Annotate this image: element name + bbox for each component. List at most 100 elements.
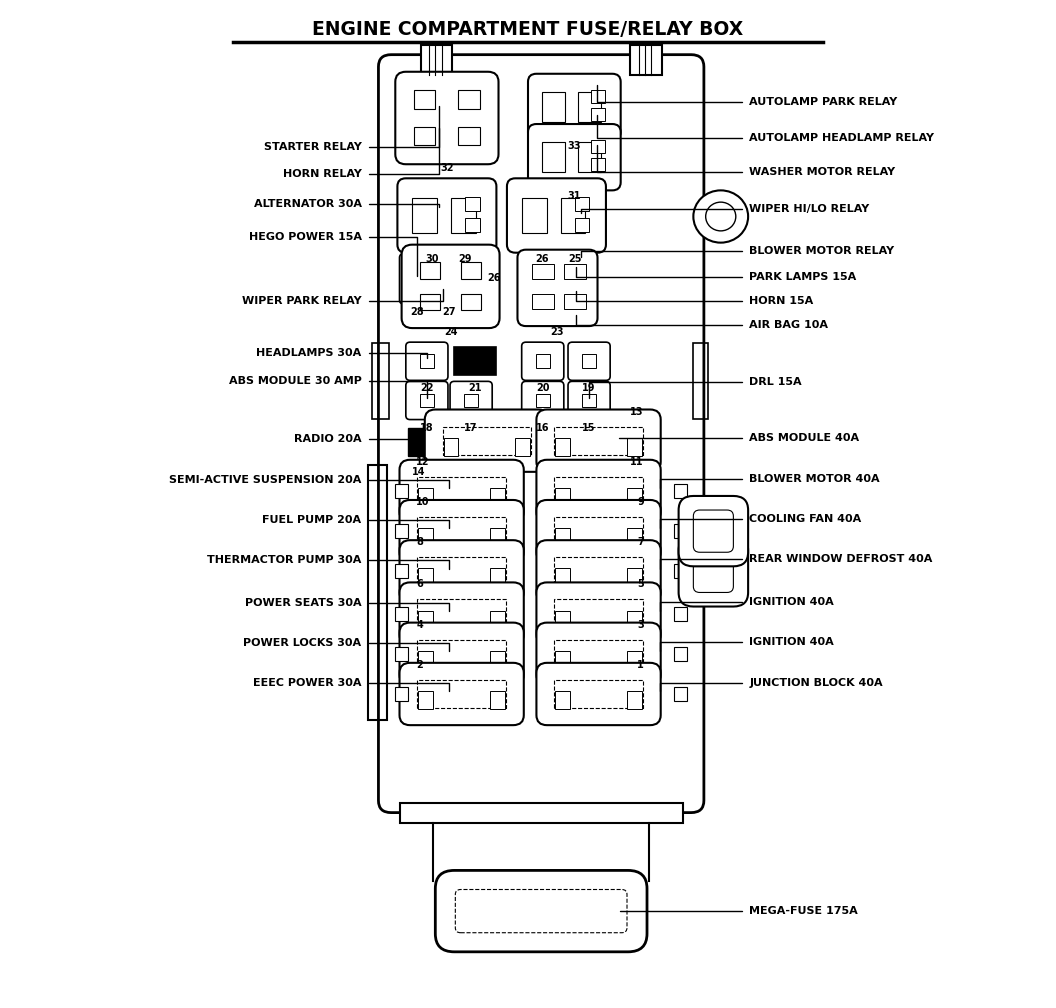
Bar: [582, 394, 597, 407]
Text: 17: 17: [465, 422, 478, 432]
Bar: [554, 517, 643, 545]
Text: 12: 12: [416, 457, 430, 467]
Text: 6: 6: [416, 580, 423, 590]
Text: HEADLAMPS 30A: HEADLAMPS 30A: [257, 348, 361, 358]
Bar: [591, 140, 605, 153]
Bar: [420, 262, 440, 279]
Bar: [418, 569, 433, 587]
Text: ENGINE COMPARTMENT FUSE/RELAY BOX: ENGINE COMPARTMENT FUSE/RELAY BOX: [313, 20, 743, 39]
Bar: [417, 517, 506, 545]
Text: 8: 8: [416, 537, 423, 547]
Text: 2: 2: [416, 660, 423, 670]
Bar: [417, 557, 506, 586]
Text: IGNITION 40A: IGNITION 40A: [749, 597, 834, 607]
Bar: [627, 488, 642, 506]
Bar: [420, 44, 452, 75]
FancyBboxPatch shape: [435, 870, 647, 952]
FancyBboxPatch shape: [568, 342, 610, 380]
Text: 3: 3: [637, 620, 644, 630]
FancyBboxPatch shape: [507, 178, 606, 253]
FancyBboxPatch shape: [425, 409, 549, 472]
Bar: [442, 426, 531, 455]
Bar: [675, 484, 687, 498]
Bar: [554, 426, 643, 455]
Text: 16: 16: [536, 422, 549, 432]
Text: COOLING FAN 40A: COOLING FAN 40A: [749, 514, 862, 524]
Text: FUEL PUMP 20A: FUEL PUMP 20A: [263, 515, 361, 525]
Text: JUNCTION BLOCK 40A: JUNCTION BLOCK 40A: [749, 678, 883, 687]
FancyBboxPatch shape: [694, 510, 733, 552]
Text: WIPER HI/LO RELAY: WIPER HI/LO RELAY: [749, 205, 869, 215]
Text: 15: 15: [582, 422, 596, 432]
Bar: [591, 108, 605, 121]
Bar: [414, 127, 435, 145]
Bar: [461, 294, 482, 310]
Bar: [535, 355, 550, 368]
Bar: [555, 651, 570, 669]
Text: 18: 18: [420, 422, 434, 432]
Bar: [555, 437, 570, 456]
Bar: [490, 528, 505, 546]
FancyBboxPatch shape: [406, 381, 448, 419]
FancyBboxPatch shape: [397, 178, 496, 253]
Bar: [627, 651, 642, 669]
Bar: [532, 264, 554, 279]
Bar: [395, 686, 408, 701]
Bar: [408, 427, 429, 456]
FancyBboxPatch shape: [395, 72, 498, 164]
Text: EEEC POWER 30A: EEEC POWER 30A: [253, 678, 361, 687]
Bar: [464, 394, 478, 407]
Bar: [675, 686, 687, 701]
Text: 10: 10: [416, 497, 430, 507]
Bar: [564, 294, 586, 309]
Bar: [395, 607, 408, 621]
Bar: [522, 198, 547, 233]
Text: 28: 28: [411, 307, 425, 317]
Bar: [413, 198, 437, 233]
Bar: [420, 394, 434, 407]
Text: 23: 23: [551, 327, 564, 337]
Bar: [417, 600, 506, 628]
Bar: [555, 488, 570, 506]
Bar: [535, 394, 550, 407]
Text: 31: 31: [567, 192, 581, 202]
Text: 4: 4: [416, 620, 423, 630]
Text: AUTOLAMP PARK RELAY: AUTOLAMP PARK RELAY: [749, 97, 898, 107]
Bar: [490, 651, 505, 669]
FancyBboxPatch shape: [536, 500, 661, 562]
Bar: [554, 557, 643, 586]
Bar: [515, 437, 530, 456]
Bar: [454, 347, 496, 375]
FancyBboxPatch shape: [536, 663, 661, 725]
Bar: [554, 477, 643, 505]
Bar: [561, 198, 585, 233]
Text: AIR BAG 10A: AIR BAG 10A: [749, 321, 828, 330]
Bar: [675, 607, 687, 621]
FancyBboxPatch shape: [679, 536, 748, 607]
FancyBboxPatch shape: [399, 623, 524, 685]
Bar: [490, 611, 505, 629]
Text: 29: 29: [458, 254, 472, 264]
FancyBboxPatch shape: [528, 74, 621, 140]
Bar: [582, 355, 597, 368]
FancyBboxPatch shape: [399, 663, 524, 725]
Bar: [395, 564, 408, 579]
Bar: [435, 258, 463, 300]
Bar: [591, 158, 605, 171]
Bar: [451, 198, 475, 233]
FancyBboxPatch shape: [536, 540, 661, 603]
Bar: [675, 524, 687, 538]
FancyBboxPatch shape: [522, 381, 564, 419]
FancyBboxPatch shape: [694, 550, 733, 593]
Bar: [543, 142, 565, 172]
Text: STARTER RELAY: STARTER RELAY: [264, 142, 361, 152]
Text: PARK LAMPS 15A: PARK LAMPS 15A: [749, 272, 856, 282]
FancyBboxPatch shape: [378, 54, 704, 812]
Bar: [555, 611, 570, 629]
Text: WASHER MOTOR RELAY: WASHER MOTOR RELAY: [749, 167, 895, 177]
Text: 32: 32: [440, 163, 454, 173]
Bar: [417, 680, 506, 708]
Text: REAR WINDOW DEFROST 40A: REAR WINDOW DEFROST 40A: [749, 554, 932, 564]
Bar: [399, 802, 683, 823]
FancyBboxPatch shape: [399, 254, 435, 304]
